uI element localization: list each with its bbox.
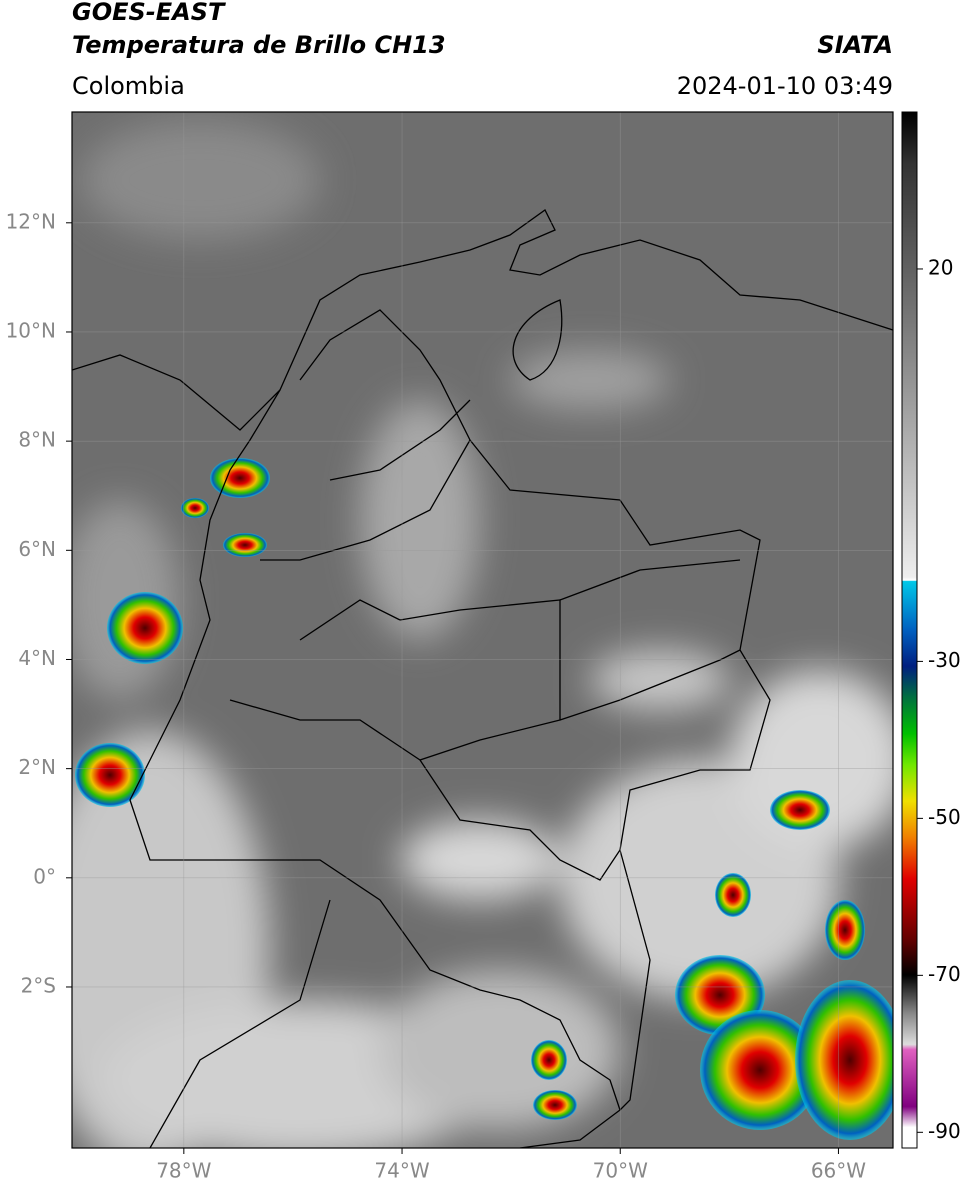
y-tick-label: 4°N (18, 646, 56, 670)
colorbar-tick-label: -50 (928, 805, 961, 829)
colorbar-tick-label: -90 (928, 1119, 961, 1143)
subtitle: Temperatura de Brillo CH13 (72, 31, 446, 59)
imagery (72, 112, 893, 1148)
y-tick-label: 10°N (6, 318, 56, 342)
map-frame (71, 111, 894, 1149)
x-tick-label: 70°W (593, 1159, 648, 1183)
region: Colombia (72, 72, 185, 100)
y-tick-label: 12°N (6, 209, 56, 233)
colorbar-tick-label: 20 (928, 255, 953, 279)
clouds (72, 120, 893, 1148)
timestamp: 2024-01-10 03:49 (677, 72, 893, 100)
storm-cells (75, 458, 893, 1140)
y-tick-label: 2°S (21, 973, 56, 997)
colorbar (901, 111, 918, 1149)
borders (72, 209, 893, 1148)
source: SIATA (817, 31, 893, 59)
grid (72, 112, 893, 1148)
x-tick-label: 78°W (156, 1159, 211, 1183)
y-tick-label: 0° (33, 864, 56, 888)
title: GOES-EAST (72, 0, 226, 26)
x-tick-label: 74°W (374, 1159, 429, 1183)
colorbar-tick-label: -30 (928, 648, 961, 672)
y-tick-label: 2°N (18, 755, 56, 779)
x-tick-label: 66°W (811, 1159, 866, 1183)
y-tick-label: 6°N (18, 537, 56, 561)
colorbar-tick-label: -70 (928, 962, 961, 986)
y-tick-label: 8°N (18, 428, 56, 452)
